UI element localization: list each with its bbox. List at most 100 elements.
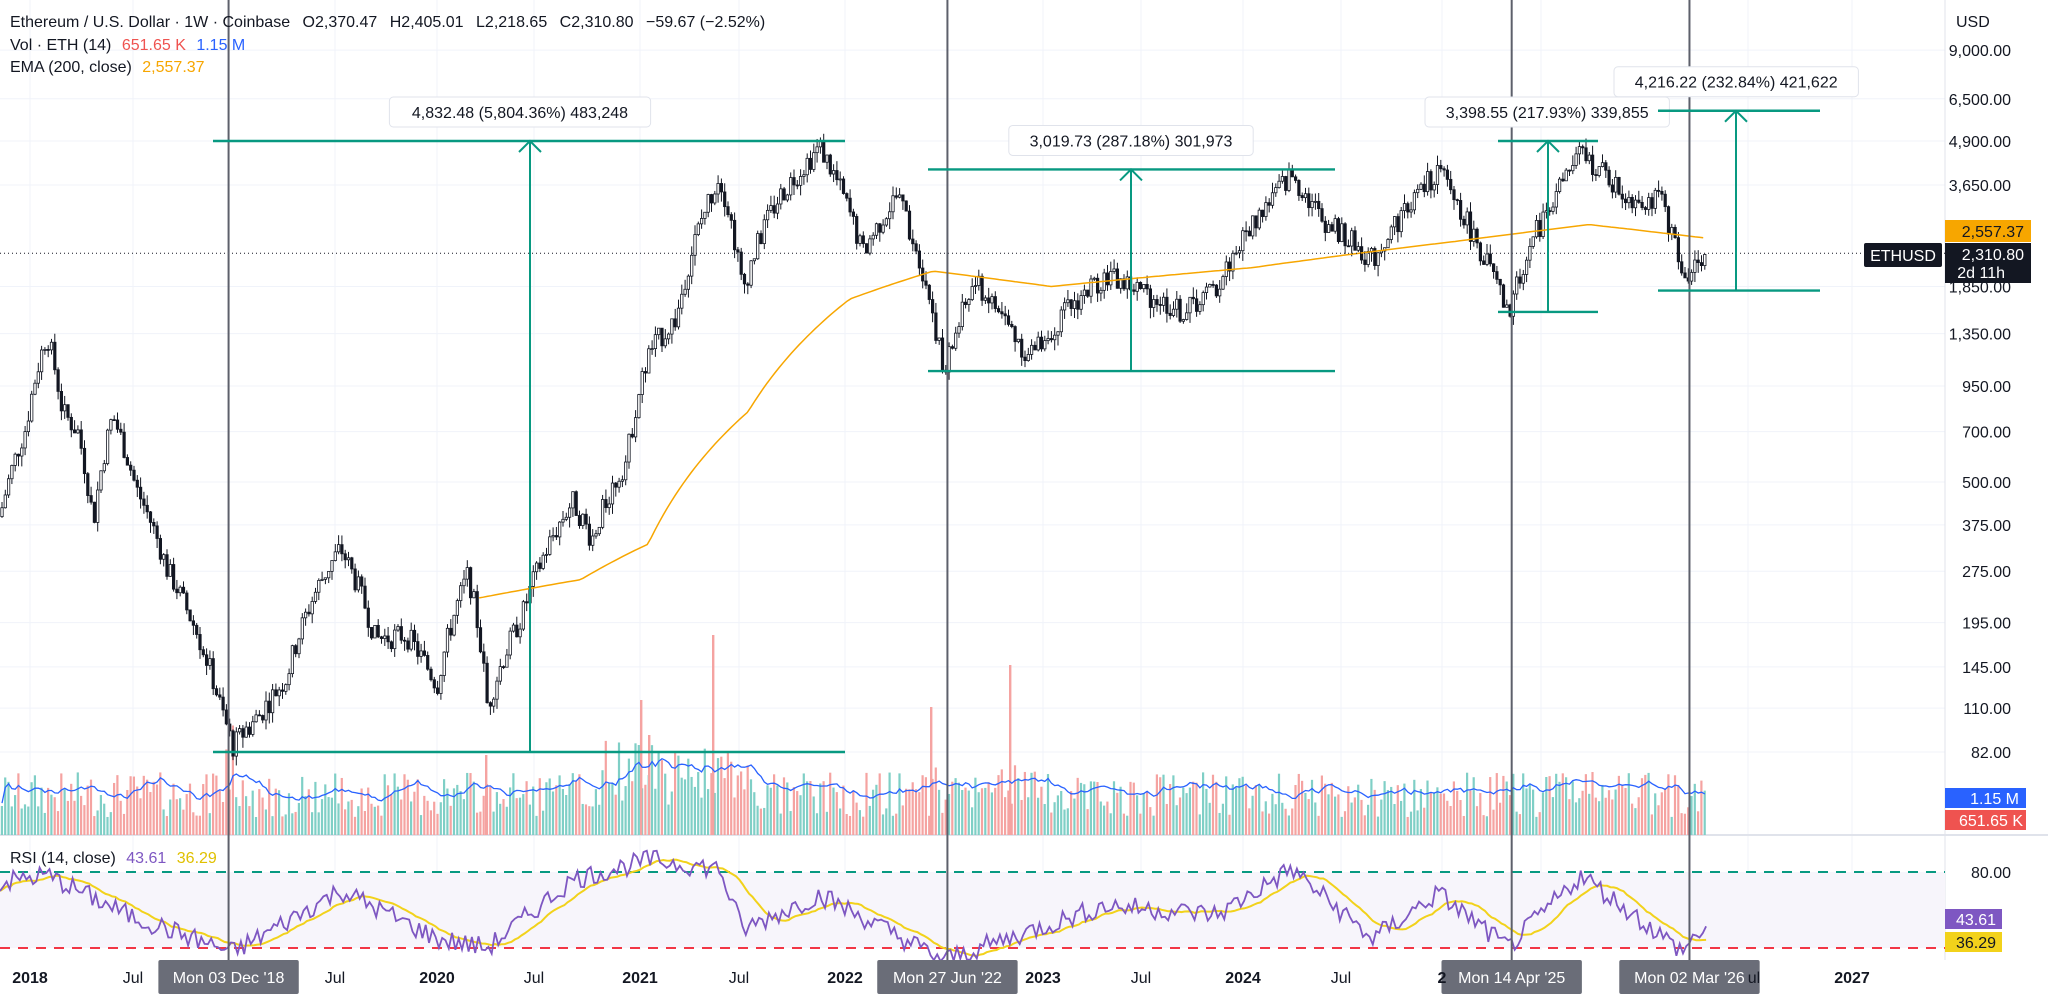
volume-bar (218, 790, 221, 835)
volume-bar (575, 781, 578, 835)
candle-body (1406, 203, 1410, 213)
candle-body (1198, 304, 1202, 312)
candle-body (1389, 226, 1393, 240)
candle-body (1270, 192, 1275, 206)
volume-bar (254, 816, 258, 835)
candle-body (904, 200, 908, 212)
candle-body (1168, 312, 1172, 316)
candle-body (891, 195, 895, 213)
volume-bar (1512, 773, 1515, 835)
volume-bar (1426, 780, 1429, 835)
candle-body (297, 638, 301, 655)
candle-body (980, 275, 984, 301)
volume-bar (1697, 811, 1700, 835)
volume-bar (1581, 790, 1584, 835)
volume-bar (4, 777, 7, 835)
candle-body (1036, 336, 1040, 351)
candle-body (1112, 268, 1116, 272)
candle-body (1577, 146, 1581, 155)
volume-bar (367, 787, 370, 835)
price-axis-tick: 3,650.00 (1949, 178, 2011, 195)
volume-bar (1456, 790, 1459, 835)
candle-body (1412, 192, 1416, 211)
candle-body (1445, 169, 1449, 180)
volume-bar (1314, 802, 1317, 835)
candle-body (845, 193, 849, 199)
volume-bar (1020, 799, 1023, 835)
volume-bar (1103, 805, 1106, 835)
volume-bar (109, 812, 112, 835)
volume-bar (228, 789, 231, 835)
volume-bar (1334, 796, 1337, 835)
measurement-tools[interactable]: 4,832.48 (5,804.36%) 483,248 3,019.73 (28… (213, 66, 1859, 754)
volume-bar (370, 803, 373, 835)
volume-bar (1086, 809, 1089, 835)
candle-body (472, 591, 476, 599)
volume-ma-tag: 1.15 M (1970, 791, 2019, 808)
candle-body (1119, 278, 1123, 289)
volume-bar (73, 800, 76, 835)
volume-bar (89, 779, 93, 835)
volume-bar (43, 812, 46, 835)
candle-body (1330, 224, 1334, 232)
candle-body (653, 334, 658, 350)
candle-body (525, 601, 529, 604)
volume-bar (1588, 793, 1591, 835)
candle-body (1310, 201, 1314, 209)
candle-body (284, 684, 288, 692)
candle-body (323, 577, 328, 580)
candle-body (1432, 184, 1436, 191)
candle-body (175, 588, 179, 594)
candle-body (419, 650, 423, 657)
candle-body (1561, 178, 1565, 182)
volume-bar (667, 804, 670, 835)
volume-bar (1070, 791, 1073, 835)
price-axis-tick: 4,900.00 (1949, 134, 2011, 151)
volume-bar (1169, 784, 1172, 835)
volume-bar (1033, 771, 1036, 835)
candle-body (693, 234, 697, 256)
volume-bar (1419, 788, 1422, 835)
ohlc-high: H2,405.01 (389, 14, 464, 31)
candle-body (1346, 245, 1350, 248)
volume-bar (1353, 797, 1356, 835)
candle-body (795, 184, 799, 187)
candle-body (997, 308, 1001, 313)
volume-bar (122, 813, 126, 835)
candle-body (1617, 176, 1621, 195)
candle-body (1148, 288, 1152, 308)
ema-legend[interactable]: EMA (200, close) 2,557.37 (10, 57, 205, 79)
candle-body (1188, 296, 1192, 314)
candle-body (452, 614, 456, 636)
volume-bar (509, 787, 512, 835)
volume-bar (1192, 781, 1195, 835)
candle-body (1624, 198, 1628, 204)
volume-bar (1657, 805, 1660, 835)
candle-body (76, 429, 80, 434)
candle-body (723, 191, 727, 208)
candle-body (993, 296, 997, 309)
candle-body (1657, 189, 1661, 192)
currency-label[interactable]: USD (1956, 14, 1990, 31)
candle-body (1521, 274, 1525, 284)
candle-body (1063, 302, 1067, 311)
date-markers[interactable]: Mon 03 Dec '18 Mon 27 Jun '22 Mon 14 Apr '… (158, 0, 1760, 994)
candle-body (907, 210, 912, 240)
volume-bar (139, 798, 142, 835)
symbol-legend[interactable]: Ethereum / U.S. Dollar · 1W · Coinbase O… (10, 12, 765, 34)
volume-bar (1502, 775, 1505, 835)
candle-body (406, 640, 410, 650)
candle-body (267, 700, 271, 714)
volume-bar (1640, 778, 1644, 835)
candle-body (69, 416, 73, 431)
volume-bar (878, 773, 881, 835)
volume-bar (1489, 777, 1492, 835)
candle-body (3, 494, 7, 509)
volume-bar (1548, 776, 1551, 835)
volume-legend[interactable]: Vol · ETH (14) 651.65 K 1.15 M (10, 35, 245, 57)
volume-bar (994, 787, 997, 835)
volume-bar (482, 795, 485, 835)
rsi-legend[interactable]: RSI (14, close) 43.61 36.29 (10, 848, 217, 870)
candle-body (1171, 308, 1176, 316)
